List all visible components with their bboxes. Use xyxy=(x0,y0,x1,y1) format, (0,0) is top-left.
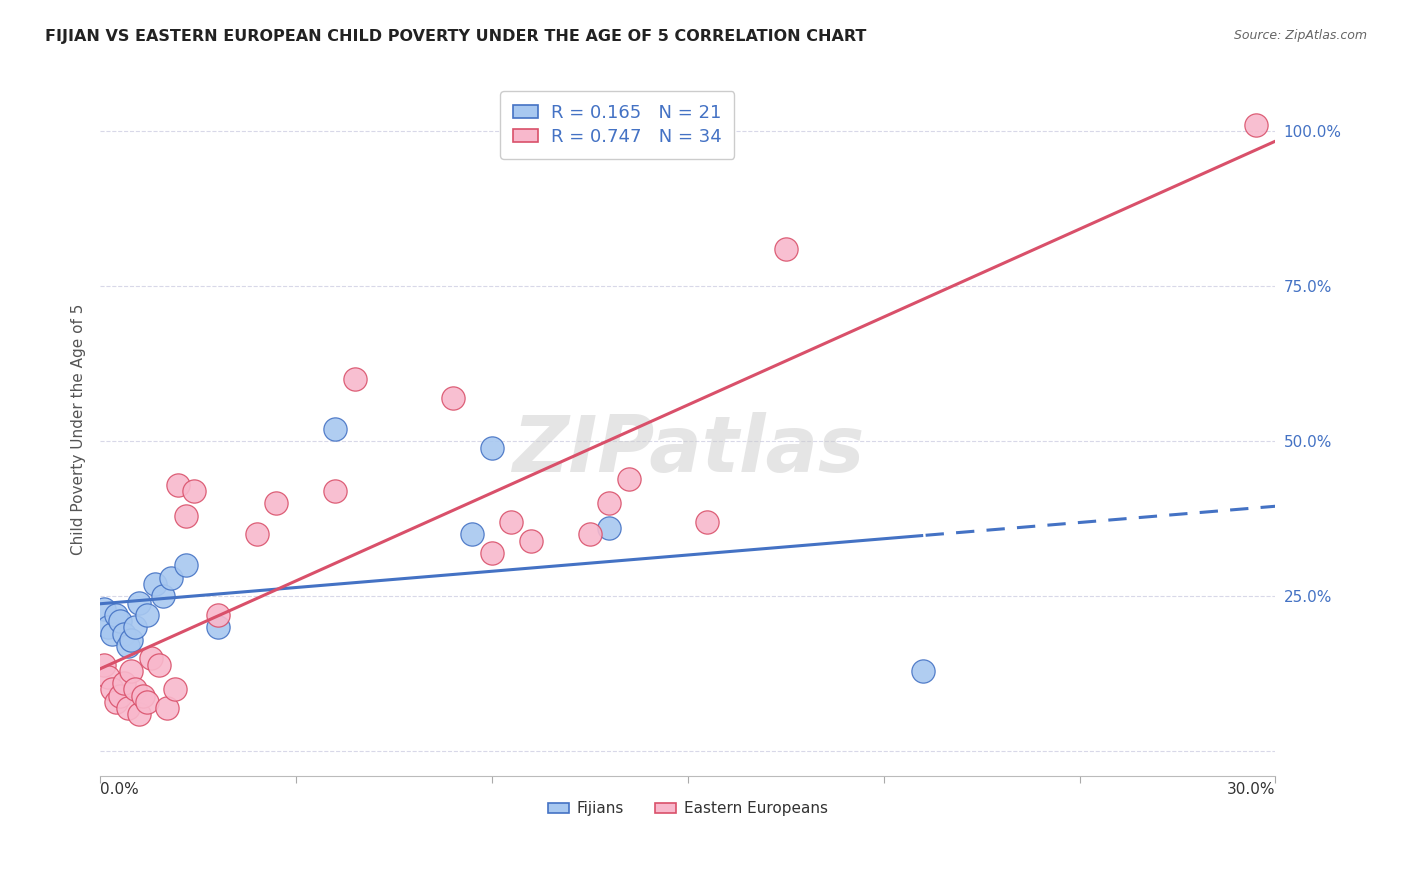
Point xyxy=(132,689,155,703)
Point xyxy=(93,602,115,616)
Point xyxy=(775,242,797,256)
Point xyxy=(481,546,503,560)
Point xyxy=(152,590,174,604)
Point xyxy=(1244,118,1267,132)
Point xyxy=(911,664,934,678)
Point xyxy=(124,682,146,697)
Point xyxy=(101,682,124,697)
Point xyxy=(207,620,229,634)
Point xyxy=(617,472,640,486)
Point xyxy=(108,614,131,628)
Point xyxy=(501,515,523,529)
Point xyxy=(121,632,143,647)
Point xyxy=(156,701,179,715)
Point xyxy=(112,626,135,640)
Point xyxy=(176,558,198,573)
Point xyxy=(167,478,190,492)
Point xyxy=(207,607,229,622)
Point xyxy=(97,670,120,684)
Text: 30.0%: 30.0% xyxy=(1227,782,1275,797)
Point xyxy=(598,521,620,535)
Point xyxy=(93,657,115,672)
Point xyxy=(101,626,124,640)
Point xyxy=(143,577,166,591)
Point xyxy=(112,676,135,690)
Point xyxy=(246,527,269,541)
Point xyxy=(148,657,170,672)
Text: ZIPatlas: ZIPatlas xyxy=(512,412,863,488)
Point xyxy=(441,391,464,405)
Point xyxy=(481,441,503,455)
Text: Source: ZipAtlas.com: Source: ZipAtlas.com xyxy=(1233,29,1367,42)
Point xyxy=(136,695,159,709)
Point xyxy=(128,596,150,610)
Point xyxy=(343,372,366,386)
Point xyxy=(117,701,139,715)
Point xyxy=(163,682,186,697)
Point xyxy=(97,620,120,634)
Point xyxy=(117,639,139,653)
Point xyxy=(461,527,484,541)
Legend: Fijians, Eastern Europeans: Fijians, Eastern Europeans xyxy=(540,794,835,824)
Point xyxy=(104,695,127,709)
Point xyxy=(104,607,127,622)
Text: FIJIAN VS EASTERN EUROPEAN CHILD POVERTY UNDER THE AGE OF 5 CORRELATION CHART: FIJIAN VS EASTERN EUROPEAN CHILD POVERTY… xyxy=(45,29,866,44)
Point xyxy=(696,515,718,529)
Point xyxy=(124,620,146,634)
Point xyxy=(176,508,198,523)
Y-axis label: Child Poverty Under the Age of 5: Child Poverty Under the Age of 5 xyxy=(72,303,86,555)
Point xyxy=(121,664,143,678)
Point xyxy=(128,707,150,722)
Point xyxy=(323,422,346,436)
Point xyxy=(598,496,620,510)
Point xyxy=(183,483,205,498)
Point xyxy=(323,483,346,498)
Point xyxy=(136,607,159,622)
Point xyxy=(520,533,543,548)
Point xyxy=(139,651,162,665)
Point xyxy=(579,527,602,541)
Text: 0.0%: 0.0% xyxy=(100,782,139,797)
Point xyxy=(108,689,131,703)
Point xyxy=(159,571,181,585)
Point xyxy=(266,496,288,510)
